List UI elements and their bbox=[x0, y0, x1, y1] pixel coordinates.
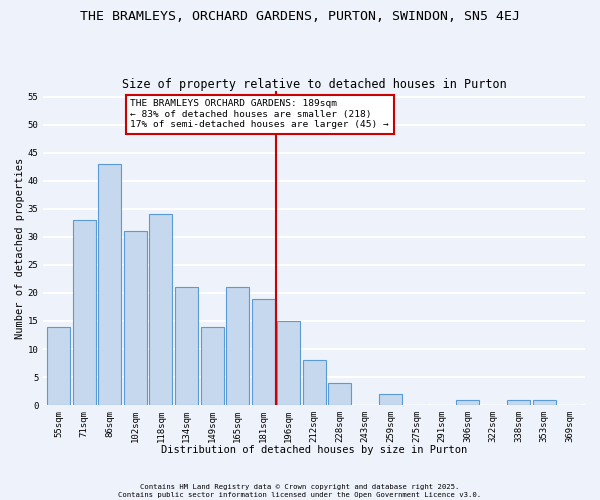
Bar bbox=[73, 220, 96, 405]
Bar bbox=[277, 321, 300, 405]
Y-axis label: Number of detached properties: Number of detached properties bbox=[15, 158, 25, 338]
Bar bbox=[98, 164, 121, 405]
Bar bbox=[200, 326, 224, 405]
Bar bbox=[328, 382, 351, 405]
Bar bbox=[507, 400, 530, 405]
Text: Contains HM Land Registry data © Crown copyright and database right 2025.: Contains HM Land Registry data © Crown c… bbox=[140, 484, 460, 490]
Text: THE BRAMLEYS, ORCHARD GARDENS, PURTON, SWINDON, SN5 4EJ: THE BRAMLEYS, ORCHARD GARDENS, PURTON, S… bbox=[80, 10, 520, 23]
Bar bbox=[175, 288, 198, 405]
Title: Size of property relative to detached houses in Purton: Size of property relative to detached ho… bbox=[122, 78, 506, 91]
Bar bbox=[47, 326, 70, 405]
Bar bbox=[251, 298, 275, 405]
Bar bbox=[379, 394, 403, 405]
Bar bbox=[226, 288, 249, 405]
Bar bbox=[533, 400, 556, 405]
Text: Contains public sector information licensed under the Open Government Licence v3: Contains public sector information licen… bbox=[118, 492, 482, 498]
Text: THE BRAMLEYS ORCHARD GARDENS: 189sqm
← 83% of detached houses are smaller (218)
: THE BRAMLEYS ORCHARD GARDENS: 189sqm ← 8… bbox=[130, 100, 389, 129]
Bar bbox=[302, 360, 326, 405]
Bar bbox=[456, 400, 479, 405]
Bar bbox=[149, 214, 172, 405]
Bar bbox=[124, 231, 147, 405]
X-axis label: Distribution of detached houses by size in Purton: Distribution of detached houses by size … bbox=[161, 445, 467, 455]
